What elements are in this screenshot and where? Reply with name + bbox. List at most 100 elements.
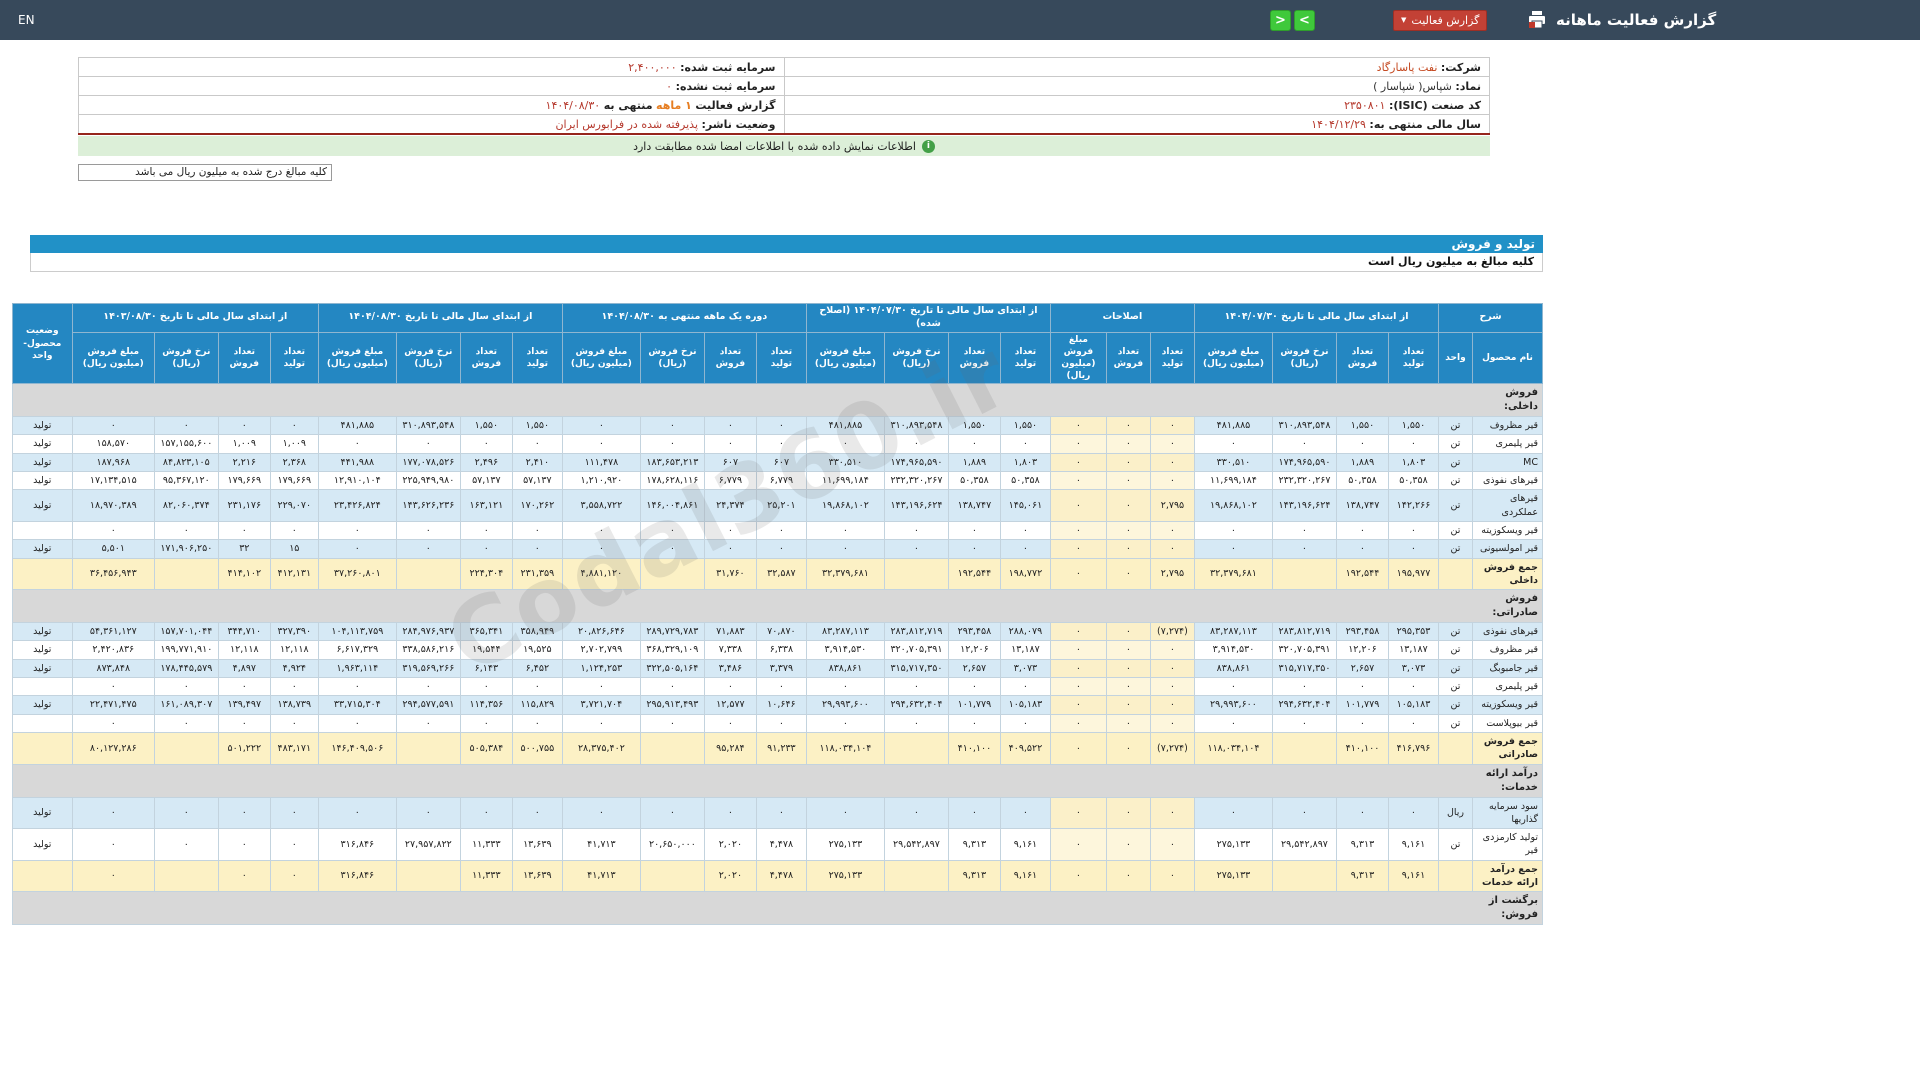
- issuer-status-label: وضعیت ناشر:: [701, 117, 776, 131]
- value-cell: ۴۸۱,۸۸۵: [1193, 416, 1273, 436]
- value-cell: ۱۴۵,۰۶۱: [999, 489, 1051, 522]
- value-cell: ۴۸۱,۸۸۵: [317, 416, 397, 436]
- info-icon: i: [921, 139, 935, 153]
- value-cell: ۰: [1049, 859, 1107, 893]
- value-cell: ۱۷۹,۶۶۹: [217, 471, 271, 491]
- value-cell: ۰: [269, 859, 319, 893]
- product-name-cell: قیر ویسکوزیته: [1472, 695, 1543, 715]
- value-cell: ۱۱۵,۸۲۹: [511, 695, 563, 715]
- value-cell: ۰: [703, 539, 757, 559]
- value-cell: ۰: [269, 416, 319, 436]
- value-cell: ۳۱۶,۸۴۶: [317, 859, 397, 893]
- value-cell: [883, 731, 949, 765]
- value-cell: ۰: [317, 434, 397, 454]
- status-cell: [11, 520, 73, 541]
- value-cell: ۰: [703, 713, 757, 733]
- value-cell: ۰: [71, 677, 155, 697]
- value-cell: ۱۸۷,۹۶۸: [71, 452, 155, 473]
- unit-cell: تن: [1437, 713, 1474, 733]
- value-cell: ۰: [395, 677, 461, 697]
- value-cell: ۴,۸۹۷: [217, 658, 271, 679]
- value-cell: ۲۷۵,۱۳۳: [805, 859, 885, 893]
- value-cell: ۹,۱۶۱: [1387, 859, 1439, 893]
- value-cell: ۷,۳۳۸: [703, 640, 757, 660]
- value-cell: ۱۷۷,۰۷۸,۵۲۶: [395, 452, 461, 473]
- value-cell: ۵۰,۳۵۸: [999, 471, 1051, 491]
- value-cell: ۲۹۳,۴۵۸: [947, 622, 1001, 642]
- company-label: شرکت:: [1440, 60, 1481, 74]
- value-cell: ۰: [395, 520, 461, 541]
- value-cell: ۱۰۱,۷۷۹: [1335, 695, 1389, 715]
- registered-capital-value: ۲,۴۰۰,۰۰۰: [628, 60, 677, 74]
- value-cell: ۰: [1271, 539, 1337, 559]
- amounts-note: کلیه مبالغ به میلیون ریال است: [30, 253, 1543, 272]
- value-cell: ۰: [153, 828, 219, 861]
- value-cell: ۰: [883, 520, 949, 541]
- value-cell: [1271, 557, 1337, 591]
- section-label: درآمد ارائه خدمات:: [11, 763, 1544, 798]
- production-sales-table-wrap: شرح از ابتدای سال مالی تا تاریخ ۱۴۰۴/۰۷/۳…: [11, 302, 1544, 926]
- value-cell: ۴۸۳,۱۷۱: [269, 731, 319, 765]
- product-name-cell: جمع فروش داخلی: [1472, 557, 1543, 591]
- value-cell: ۰: [703, 520, 757, 541]
- value-cell: ۰: [1105, 416, 1151, 436]
- status-cell: [11, 859, 73, 893]
- value-cell: ۱۲,۵۷۷: [703, 695, 757, 715]
- table-row: قیر مظروف تن ۱۳,۱۸۷ ۱۲,۲۰۶ ۳۲۰,۷۰۵,۳۹۱ ۳,۹۱۴,…: [11, 640, 1543, 660]
- next-report-button[interactable]: >: [1294, 10, 1315, 31]
- value-cell: ۰: [1335, 434, 1389, 454]
- table-row: قیرهای نفوذی تن ۲۹۵,۳۵۳ ۲۹۳,۴۵۸ ۲۸۳,۸۱۲,۷۱۹ ۸…: [11, 622, 1543, 642]
- print-icon[interactable]: [1526, 9, 1548, 31]
- unit-cell: تن: [1437, 828, 1474, 861]
- language-switch[interactable]: EN: [18, 13, 35, 27]
- value-cell: ۰: [1105, 520, 1151, 541]
- value-cell: ۰: [153, 796, 219, 830]
- value-cell: ۴,۹۲۴: [269, 658, 319, 679]
- value-cell: ۰: [71, 713, 155, 733]
- value-cell: ۲۲۵,۹۴۹,۹۸۰: [395, 471, 461, 491]
- value-cell: ۰: [71, 520, 155, 541]
- product-name-cell: MC: [1472, 452, 1543, 473]
- value-cell: ۰: [703, 416, 757, 436]
- value-cell: [639, 557, 705, 591]
- table-row: فروش صادراتی:: [11, 589, 1544, 624]
- value-cell: ۳۱۵,۷۱۷,۳۵۰: [883, 658, 949, 679]
- table-row: برگشت از فروش:: [11, 891, 1544, 926]
- value-cell: ۰: [511, 434, 563, 454]
- company-link[interactable]: نفت پاسارگاد: [1376, 60, 1438, 74]
- value-cell: ۳۳۰,۵۱۰: [805, 452, 885, 473]
- value-cell: ۰: [947, 677, 1001, 697]
- value-cell: ۰: [459, 796, 513, 830]
- value-cell: ۳,۴۸۶: [703, 658, 757, 679]
- value-cell: ۸۳۸,۸۶۱: [805, 658, 885, 679]
- status-cell: تولید: [11, 828, 73, 861]
- report-type-dropdown[interactable]: گزارش فعالیت ▼: [1393, 10, 1488, 31]
- value-cell: ۲۰,۸۲۶,۶۴۶: [561, 622, 641, 642]
- value-cell: ۳۲۲,۵۰۵,۱۶۴: [639, 658, 705, 679]
- value-cell: ۰: [999, 796, 1051, 830]
- value-cell: ۳۷,۲۶۰,۸۰۱: [317, 557, 397, 591]
- value-cell: ۹,۱۶۱: [999, 828, 1051, 861]
- value-cell: ۱۲,۹۱۰,۱۰۴: [317, 471, 397, 491]
- value-cell: ۰: [1149, 520, 1195, 541]
- measure-header: تعداد فروش: [217, 331, 271, 385]
- section-label: برگشت از فروش:: [11, 891, 1544, 926]
- status-cell: تولید: [11, 452, 73, 473]
- unit-cell: تن: [1437, 471, 1474, 491]
- prev-report-button[interactable]: <: [1270, 10, 1291, 31]
- value-cell: ۱۳۸,۷۴۷: [947, 489, 1001, 522]
- value-cell: ۲۷,۹۵۷,۸۲۲: [395, 828, 461, 861]
- production-sales-section-header: تولید و فروش: [30, 235, 1543, 253]
- status-cell: تولید: [11, 489, 73, 522]
- unit-cell: تن: [1437, 658, 1474, 679]
- measure-header: مبلغ فروش (میلیون ریال): [71, 331, 155, 385]
- value-cell: ۰: [999, 713, 1051, 733]
- value-cell: ۱,۵۵۰: [1387, 416, 1439, 436]
- table-row: فروش داخلی:: [11, 383, 1544, 418]
- measure-header: تعداد فروش: [459, 331, 513, 385]
- value-cell: ۱۹,۸۶۸,۱۰۲: [1193, 489, 1273, 522]
- value-cell: ۷۱,۸۸۳: [703, 622, 757, 642]
- value-cell: ۳۲۰,۷۰۵,۳۹۱: [883, 640, 949, 660]
- value-cell: ۰: [561, 416, 641, 436]
- value-cell: ۰: [999, 677, 1051, 697]
